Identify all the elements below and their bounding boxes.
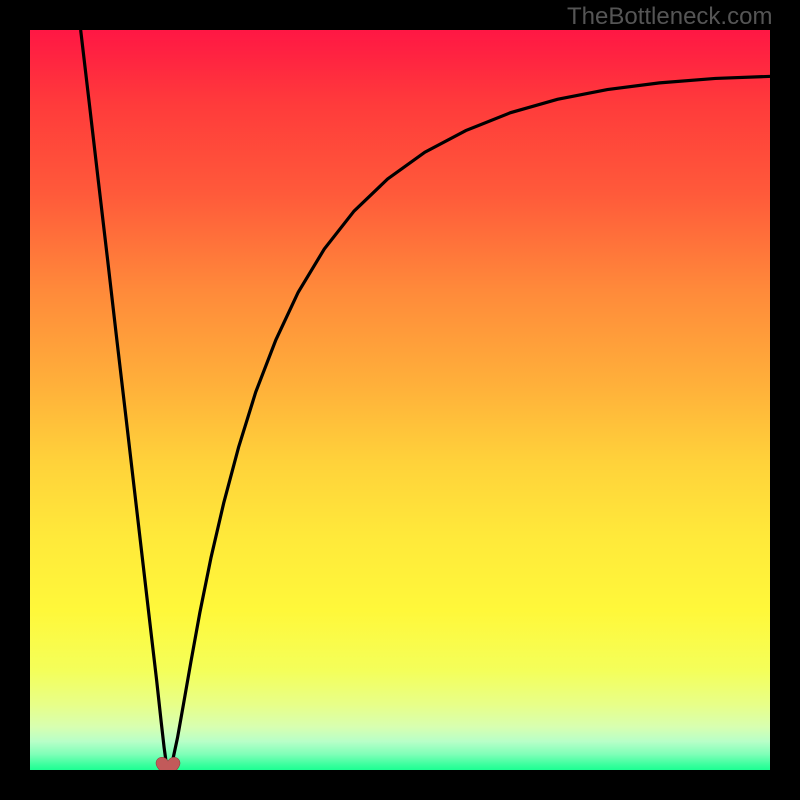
plot-border (0, 0, 800, 800)
chart-container: TheBottleneck.com (0, 0, 800, 800)
attribution-text: TheBottleneck.com (567, 3, 772, 31)
